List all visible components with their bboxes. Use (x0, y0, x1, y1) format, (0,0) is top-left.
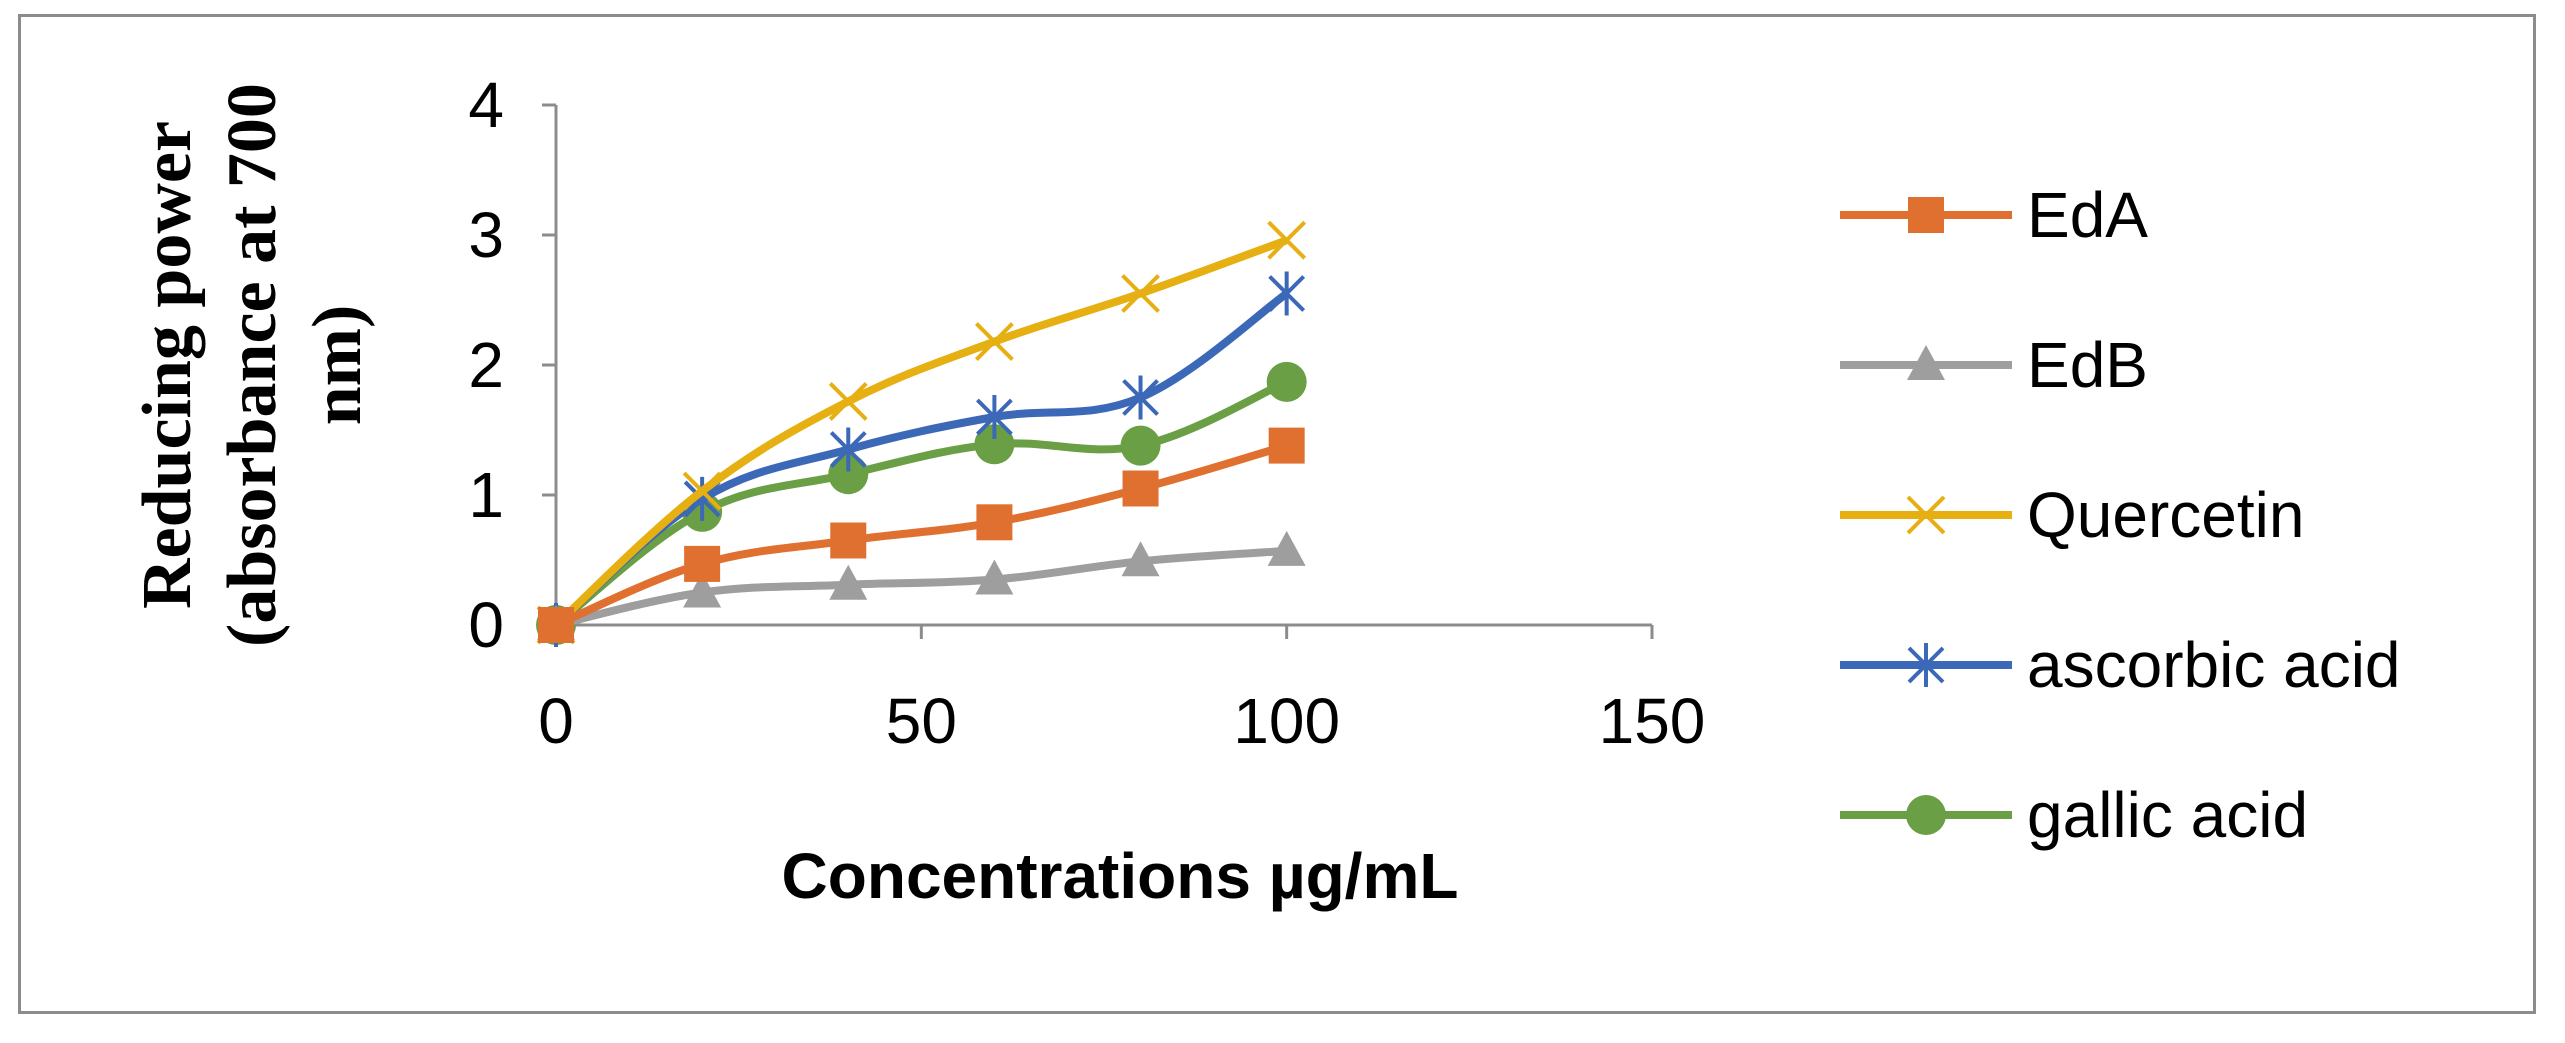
data-point-gallic-acid (1266, 361, 1307, 402)
data-point-eda (1122, 470, 1159, 507)
legend-item-gallic-acid: gallic acid (1840, 779, 2308, 851)
x-tick-label: 100 (1233, 685, 1340, 757)
legend-label-edb: EdB (2027, 329, 2148, 401)
series-edb (537, 530, 1306, 640)
data-point-ascorbic-acid (975, 395, 1013, 439)
legend-label-gallic-acid: gallic acid (2027, 779, 2308, 851)
data-point-gallic-acid (974, 424, 1015, 465)
legend-marker-edb (1907, 345, 1945, 380)
data-point-quercetin (1267, 220, 1307, 260)
x-axis-label: Concentrations µg/mL (782, 840, 1459, 912)
legend-marker-ascorbic-acid (1907, 643, 1945, 687)
data-point-edb (975, 559, 1014, 595)
data-point-gallic-acid (828, 454, 869, 495)
y-axis-label: Reducing power (absorbance at 700 nm) (129, 83, 376, 647)
x-tick-label: 0 (538, 685, 574, 757)
series-layer (536, 220, 1307, 647)
legend-item-eda: EdA (1840, 179, 2148, 251)
data-point-quercetin (682, 471, 722, 511)
legend-label-eda: EdA (2027, 179, 2148, 251)
y-tick-label: 3 (468, 199, 504, 271)
legend-label-ascorbic-acid: ascorbic acid (2027, 629, 2401, 701)
series-line-edb (555, 546, 1287, 629)
legend: EdA EdB Quercetin ascorbic acid gallic acid (1840, 179, 2401, 851)
data-point-ascorbic-acid (683, 476, 721, 521)
axis-ticks: 0 1 2 3 4 0 50 100 150 (468, 69, 1705, 757)
axes (554, 105, 1652, 627)
y-tick-label: 1 (468, 459, 504, 531)
legend-marker-gallic-acid (1906, 795, 1946, 835)
x-tick-label: 150 (1599, 685, 1706, 757)
series-eda (538, 427, 1305, 643)
y-axis-label-line: (absorbance at 700 (214, 83, 291, 647)
data-point-eda (538, 607, 574, 643)
legend-marker-quercetin (1906, 495, 1946, 535)
y-tick-label: 2 (468, 329, 504, 401)
y-axis-label-text: Reducing power (absorbance at 700 nm) (129, 83, 376, 647)
data-point-eda (1268, 427, 1305, 464)
data-point-quercetin (974, 322, 1014, 362)
data-point-edb (829, 564, 868, 600)
chart-frame (18, 14, 2536, 1014)
legend-marker-eda (1908, 197, 1944, 233)
data-point-gallic-acid (1120, 425, 1161, 466)
y-axis-label-line: nm) (299, 305, 376, 426)
data-point-ascorbic-acid (829, 427, 867, 472)
data-point-edb (1121, 541, 1160, 577)
legend-label-quercetin: Quercetin (2027, 479, 2304, 551)
data-point-eda (976, 504, 1013, 541)
legend-item-quercetin: Quercetin (1840, 479, 2304, 551)
data-point-edb (1267, 530, 1306, 566)
legend-item-ascorbic-acid: ascorbic acid (1840, 629, 2401, 701)
legend-item-edb: EdB (1840, 329, 2148, 401)
series-line-quercetin (553, 236, 1289, 628)
data-point-quercetin (1121, 274, 1160, 313)
series-line-eda (554, 441, 1288, 629)
data-point-eda (830, 522, 867, 559)
data-point-ascorbic-acid (1268, 271, 1306, 316)
data-point-eda (684, 545, 721, 582)
data-point-edb (683, 572, 722, 608)
y-tick-label: 4 (468, 69, 504, 141)
data-point-quercetin (828, 381, 868, 421)
series-line-gallic-acid (553, 378, 1289, 629)
data-point-ascorbic-acid (1122, 375, 1159, 420)
y-axis-label-line: Reducing power (129, 121, 206, 609)
x-tick-label: 50 (886, 685, 957, 757)
y-tick-label: 0 (468, 589, 504, 661)
